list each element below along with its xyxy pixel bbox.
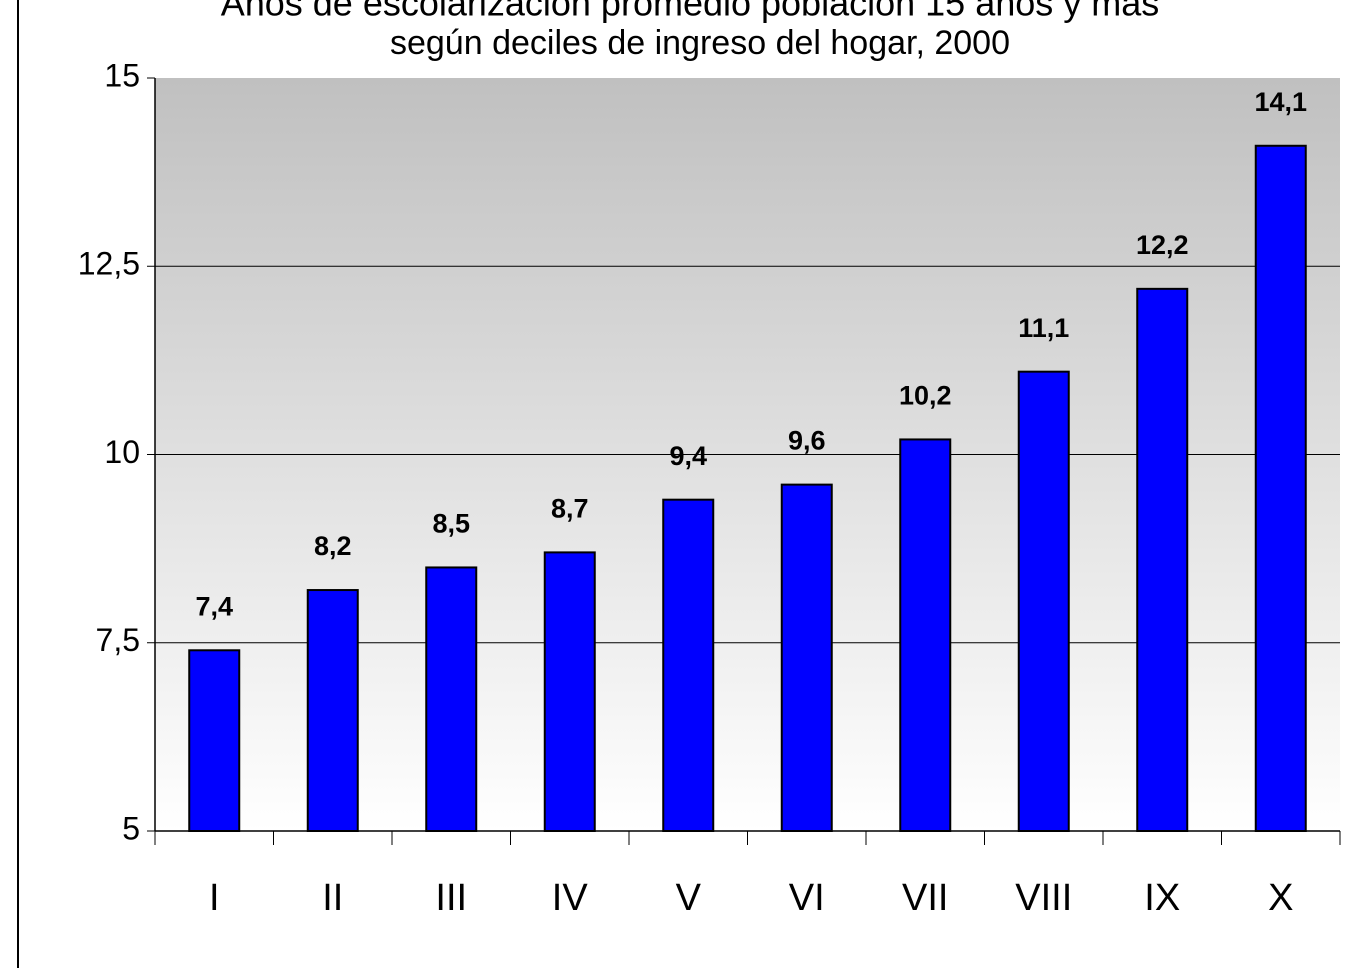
- bar: [425, 566, 478, 832]
- y-tick-label: 10: [104, 434, 140, 470]
- data-label: 9,6: [788, 426, 826, 456]
- chart-subtitle: según deciles de ingreso del hogar, 2000: [390, 24, 1010, 62]
- x-tick-label: VIII: [1015, 877, 1072, 919]
- x-tick-label: VII: [902, 877, 948, 919]
- bar: [306, 589, 359, 832]
- data-label: 14,1: [1254, 87, 1307, 117]
- x-tick-label: V: [676, 877, 702, 919]
- y-tick-label: 15: [104, 57, 140, 93]
- x-tick-label: X: [1268, 877, 1293, 919]
- bar: [543, 551, 596, 832]
- data-label: 10,2: [899, 381, 952, 411]
- chart-title: Años de escolarización promedio població…: [221, 0, 1160, 24]
- data-label: 8,5: [432, 509, 470, 539]
- x-tick-label: I: [209, 877, 220, 919]
- bar: [1017, 370, 1070, 832]
- x-tick-label: II: [322, 877, 343, 919]
- bar: [1254, 144, 1307, 832]
- bar: [899, 438, 952, 832]
- bar: [188, 649, 241, 833]
- y-tick-label: 12,5: [78, 246, 140, 282]
- x-tick-label: III: [435, 877, 467, 919]
- bar: [780, 483, 833, 832]
- data-label: 8,2: [314, 531, 352, 561]
- x-tick-label: VI: [789, 877, 825, 919]
- data-label: 11,1: [1018, 313, 1069, 343]
- bar: [1136, 287, 1189, 832]
- bar: [662, 498, 715, 832]
- x-tick-label: IV: [552, 877, 589, 919]
- data-label: 8,7: [551, 494, 589, 524]
- y-tick-label: 5: [122, 810, 140, 846]
- y-tick-label: 7,5: [96, 622, 140, 658]
- x-tick-label: IX: [1144, 877, 1180, 919]
- data-label: 9,4: [669, 441, 707, 471]
- data-label: 12,2: [1136, 230, 1189, 260]
- data-label: 7,4: [195, 591, 233, 621]
